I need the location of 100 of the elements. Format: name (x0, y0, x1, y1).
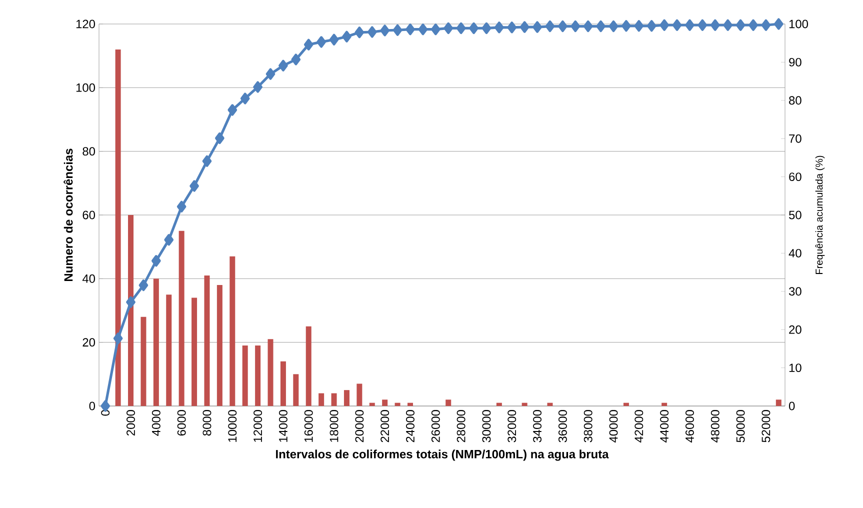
point (380, 24, 390, 36)
y2-tick-label: 80 (789, 96, 802, 105)
y-tick-label: 80 (82, 147, 96, 156)
bar (331, 393, 337, 406)
point (774, 18, 784, 30)
point (761, 19, 771, 31)
x-tick-label: 36000 (558, 410, 567, 442)
point (329, 34, 339, 46)
point (215, 132, 224, 144)
bar (128, 214, 134, 406)
bar (230, 256, 236, 406)
bar (522, 402, 528, 406)
x-tick-label: 50000 (736, 410, 745, 442)
x-tick-label: 38000 (584, 410, 592, 442)
bar (280, 361, 286, 406)
bar (344, 390, 350, 406)
point (608, 20, 618, 32)
point (596, 20, 606, 32)
x-tick-label: 26000 (431, 410, 440, 442)
bar (356, 384, 362, 406)
x-tick-label: 34000 (533, 410, 542, 442)
y2-tick-label: 10 (789, 364, 802, 372)
x-tick-label: 52000 (762, 410, 770, 442)
point (392, 24, 402, 36)
point (190, 180, 199, 192)
bar (140, 316, 146, 406)
point (494, 22, 504, 34)
x-tick-label: 40000 (609, 410, 618, 442)
x-tick-label: 6000 (177, 410, 186, 436)
bar (446, 400, 452, 406)
bar (293, 374, 299, 406)
point (291, 54, 301, 66)
x-tick-label: 2000 (126, 410, 135, 436)
x-tick-label: 28000 (456, 410, 466, 442)
point (126, 296, 136, 308)
bar (623, 402, 629, 406)
point (570, 20, 580, 32)
y-tick-label: 120 (76, 20, 96, 28)
point (660, 19, 669, 31)
point (152, 255, 161, 267)
bar (306, 326, 312, 406)
point (304, 38, 314, 50)
bar (369, 402, 375, 406)
x-tick-label: 20000 (355, 410, 364, 442)
x-tick-label: 8000 (202, 410, 212, 436)
x-tick-label: 48000 (710, 410, 720, 442)
point (444, 22, 454, 34)
point (430, 24, 440, 36)
y-tick-label: 60 (82, 210, 96, 220)
point (253, 81, 262, 93)
point (367, 26, 377, 38)
y2-tick-label: 50 (789, 210, 802, 220)
point (176, 200, 186, 212)
point (685, 19, 694, 31)
y-tick-label: 0 (89, 402, 96, 410)
point (723, 19, 733, 31)
x-tick-label: 32000 (508, 410, 516, 442)
point (698, 19, 708, 31)
point (316, 36, 326, 48)
y2-tick-label: 60 (789, 172, 802, 182)
point (532, 21, 542, 33)
y-tick-label: 40 (82, 274, 96, 283)
point (672, 19, 682, 31)
y2-axis-title: Frequência acumulada (%) (815, 156, 825, 274)
x-tick-label: 44000 (660, 410, 669, 442)
point (228, 104, 238, 116)
point (545, 20, 555, 32)
point (406, 24, 415, 36)
point (418, 24, 428, 36)
bar (166, 294, 172, 406)
x-tick-label: 22000 (380, 410, 390, 442)
point (266, 68, 276, 80)
point (748, 19, 758, 31)
bar (407, 402, 413, 406)
point (202, 155, 212, 167)
x-tick-label: 14000 (278, 410, 288, 442)
bar (496, 402, 502, 406)
y2-tick-label: 20 (789, 325, 802, 334)
point (646, 20, 656, 32)
y2-tick-label: 30 (788, 287, 802, 296)
x-tick-label: 12000 (254, 410, 262, 442)
point (164, 234, 174, 246)
x-tick-label: 46000 (686, 410, 694, 442)
point (634, 20, 644, 32)
bar (382, 400, 388, 406)
point (736, 19, 746, 31)
bar (547, 402, 553, 406)
x-axis-title: Intervalos de coliformes totais (NMP/100mL) na agua bruta (276, 450, 609, 461)
x-tick-label: 4000 (152, 410, 160, 436)
bar (242, 346, 248, 406)
y-tick-label: 100 (76, 83, 96, 92)
point (469, 22, 478, 34)
point (622, 20, 631, 32)
x-tick-label: 16000 (304, 410, 313, 442)
bar (776, 400, 782, 406)
point (113, 332, 123, 344)
y-axis-title: Numero de ocorrências (64, 148, 73, 281)
bar (662, 402, 668, 406)
y2-tick-label: 0 (788, 402, 795, 410)
bar (178, 230, 184, 406)
